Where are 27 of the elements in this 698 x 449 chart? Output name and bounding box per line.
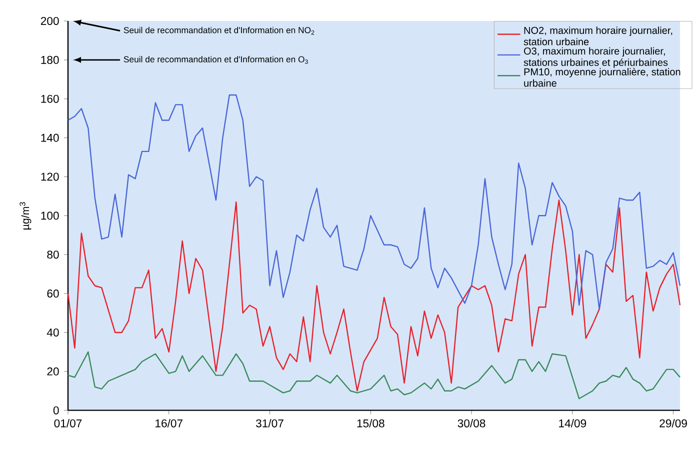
x-tick-label: 29/09 bbox=[660, 419, 687, 428]
y-tick-label: 20 bbox=[47, 367, 59, 376]
y-tick-label: 200 bbox=[40, 16, 59, 25]
annotation: Seuil de recommandation et d'Information en O$_{3}$ bbox=[124, 56, 308, 64]
legend-label: PM10, moyenne journalière, station urbaine bbox=[524, 68, 680, 87]
x-tick-label: 16/07 bbox=[156, 419, 182, 428]
y-tick-label: 60 bbox=[47, 290, 59, 298]
y-axis-title: µg/m$^{3}$ bbox=[20, 202, 32, 230]
y-tick-label: 40 bbox=[46, 328, 59, 336]
x-tick-label: 30/08 bbox=[458, 419, 486, 428]
y-tick-label: 120 bbox=[41, 172, 59, 181]
x-tick-label: 15/08 bbox=[357, 419, 384, 428]
y-tick-label: 80 bbox=[47, 250, 59, 259]
annotation: Seuil de recommandation et d'Information en NO$_{2}$ bbox=[124, 26, 314, 35]
x-tick-label: 14/09 bbox=[559, 419, 586, 428]
x-tick-label: 31/07 bbox=[256, 419, 284, 428]
y-tick-label: 0 bbox=[53, 406, 59, 414]
y-tick-label: 100 bbox=[41, 212, 59, 220]
y-tick-label: 180 bbox=[41, 56, 59, 64]
line-series bbox=[67, 94, 681, 310]
legend-label: NO2, maximum horaire journalier, station urbaine bbox=[524, 26, 672, 46]
y-tick-label: 160 bbox=[41, 94, 59, 103]
x-tick-label: 01/07 bbox=[54, 419, 82, 428]
line-series bbox=[67, 351, 681, 400]
y-tick-label: 140 bbox=[41, 134, 59, 142]
legend-label: O3, maximum horaire journalier, stations urbaines et périurbaines bbox=[524, 47, 668, 68]
line-series bbox=[67, 199, 681, 392]
